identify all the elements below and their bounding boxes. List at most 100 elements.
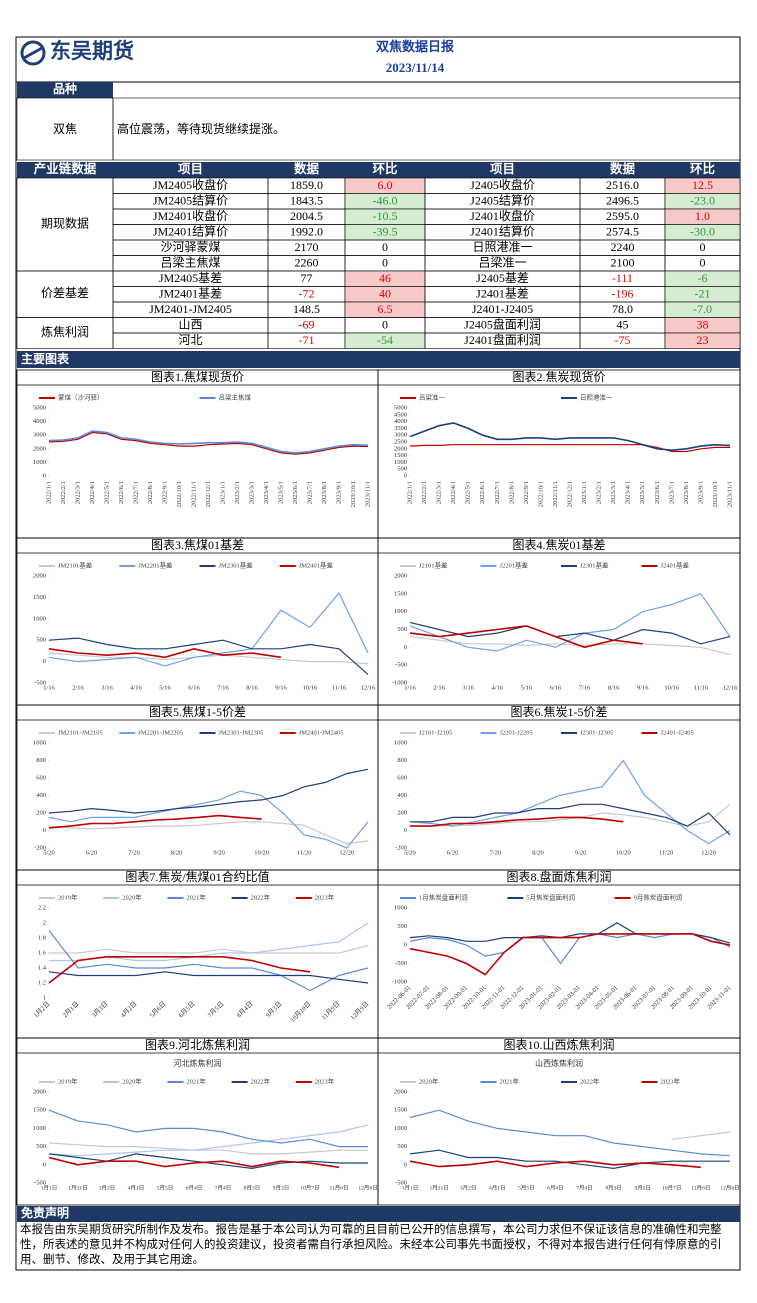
- x-tick-label: 11/20: [297, 849, 312, 856]
- x-tick-label: 11月6日: [691, 1184, 710, 1191]
- cell-text: -21: [695, 287, 711, 301]
- x-tick-label: 12月6日: [358, 1184, 377, 1191]
- cell-text: JM2401收盘价: [153, 208, 228, 223]
- x-tick-label: 5月5日: [157, 1184, 174, 1191]
- legend-label: JM2201基差: [138, 560, 173, 569]
- cell-text: 沙河驿蒙煤: [160, 240, 220, 254]
- x-tick-label: 12月6日: [720, 1184, 739, 1191]
- y-tick-label: 2000: [33, 1088, 46, 1095]
- x-tick-label: 8/16: [246, 684, 258, 691]
- x-tick-label: 7/16: [217, 684, 229, 691]
- cell-text: J2405基差: [476, 271, 529, 285]
- legend-label: JM2301-JM2305: [219, 729, 264, 736]
- x-tick-label: 2022/7/1: [494, 481, 501, 504]
- chart-title: 图表2.焦炭现货价: [512, 369, 605, 384]
- column-header: 项目: [490, 162, 515, 176]
- legend-label: JM2101-JM2105: [58, 729, 103, 736]
- y-tick-label: 1500: [394, 1107, 407, 1114]
- y-tick-label: 2000: [394, 445, 407, 452]
- cell-text: 日照港准一: [472, 240, 532, 254]
- cell-text: 6.0: [378, 178, 393, 192]
- x-tick-label: 1/16: [43, 684, 55, 691]
- cell-text: J2401-J2405: [472, 302, 533, 316]
- chart-title: 图表10.山西炼焦利润: [503, 1037, 614, 1052]
- x-tick-label: 2022/4/1: [89, 481, 96, 504]
- y-tick-label: 1000: [394, 608, 407, 615]
- chart-title: 图表7.焦炭/焦煤01合约比值: [125, 869, 269, 884]
- cell-text: -69: [299, 318, 315, 332]
- x-tick-label: 2023/6/1: [654, 481, 661, 504]
- series-line: [48, 1156, 340, 1169]
- y-tick-label: 1500: [394, 590, 407, 597]
- x-tick-label: 2022/10/1: [176, 481, 183, 507]
- x-tick-label: 6月5日: [177, 1000, 196, 1019]
- x-tick-label: 2022/12/1: [205, 481, 212, 507]
- cell-text: 1.0: [695, 209, 710, 223]
- x-tick-label: 9月3日: [264, 1000, 283, 1019]
- x-tick-label: 5/16: [159, 684, 171, 691]
- x-tick-label: 2023/2/1: [596, 481, 603, 504]
- y-tick-label: 200: [397, 809, 407, 816]
- x-tick-label: 7月4日: [576, 1184, 593, 1191]
- cell-text: 2004.5: [290, 209, 323, 223]
- y-tick-label: 800: [36, 757, 46, 764]
- cell-text: J2401收盘价: [470, 208, 535, 223]
- x-tick-label: 2022/5/1: [465, 481, 472, 504]
- x-tick-label: 10/16: [664, 684, 680, 691]
- cell-text: JM2401结算价: [153, 224, 228, 239]
- legend-label: 2022年: [580, 1076, 600, 1085]
- x-tick-label: 10月7日: [300, 1184, 319, 1191]
- series-line: [410, 816, 624, 827]
- series-line: [409, 444, 730, 453]
- y-tick-label: 1500: [33, 594, 46, 601]
- x-tick-label: 2023/2/1: [234, 481, 241, 504]
- x-tick-label: 12/16: [723, 684, 739, 691]
- y-tick-label: 2.2: [38, 904, 46, 911]
- x-tick-label: 6月4日: [547, 1184, 564, 1191]
- y-tick-label: 1000: [33, 459, 46, 466]
- x-tick-label: 2022/3/1: [74, 481, 81, 504]
- cell-text: -10.5: [373, 209, 398, 223]
- x-tick-label: 2023/10/1: [350, 481, 357, 507]
- y-tick-label: -200: [34, 844, 46, 851]
- y-tick-label: 1000: [33, 739, 46, 746]
- series-line: [409, 636, 731, 656]
- y-tick-label: -500: [395, 662, 407, 669]
- y-tick-label: 2000: [33, 572, 46, 579]
- legend-label: J2201-J2205: [500, 729, 533, 736]
- column-header: 项目: [178, 162, 203, 176]
- x-tick-label: 2/16: [433, 684, 445, 691]
- x-tick-label: 2月1日: [61, 1000, 80, 1019]
- x-tick-label: 11/20: [659, 849, 674, 856]
- x-tick-label: 2023/3/1: [610, 481, 617, 504]
- y-tick-label: 1000: [394, 1125, 407, 1132]
- x-tick-label: 9月2日: [273, 1184, 290, 1191]
- series-line: [409, 625, 643, 649]
- x-tick-label: 2023/9/1: [335, 481, 342, 504]
- cell-text: -75: [615, 333, 631, 347]
- x-tick-label: 8月4日: [235, 1000, 254, 1019]
- x-tick-label: 2023/4/1: [263, 481, 270, 504]
- x-tick-label: 2023/8/1: [321, 481, 328, 504]
- legend-label: 2022年: [251, 1076, 271, 1085]
- x-tick-label: 7/16: [579, 684, 591, 691]
- cell-text: -111: [612, 271, 633, 285]
- x-tick-label: 6/16: [550, 684, 562, 691]
- legend-label: 2020年: [122, 1076, 142, 1085]
- x-tick-label: 10月7日: [662, 1184, 681, 1191]
- y-tick-label: 2000: [394, 572, 407, 579]
- x-tick-label: 2023/3/1: [248, 481, 255, 504]
- cell-text: -30.0: [690, 225, 715, 239]
- x-tick-label: 11月9日: [320, 1000, 342, 1022]
- x-tick-label: 2023/6/1: [292, 481, 299, 504]
- cell-text: JM2405收盘价: [153, 177, 228, 192]
- x-tick-label: 2022/9/1: [161, 481, 168, 504]
- x-tick-label: 2/16: [72, 684, 84, 691]
- cell-text: 河北: [178, 333, 202, 347]
- legend-label: J2201基差: [500, 560, 529, 569]
- x-tick-label: 3/16: [101, 684, 113, 691]
- logo-icon: [20, 40, 46, 66]
- cell-text: 78.0: [612, 302, 633, 316]
- x-tick-label: 6/20: [447, 849, 459, 856]
